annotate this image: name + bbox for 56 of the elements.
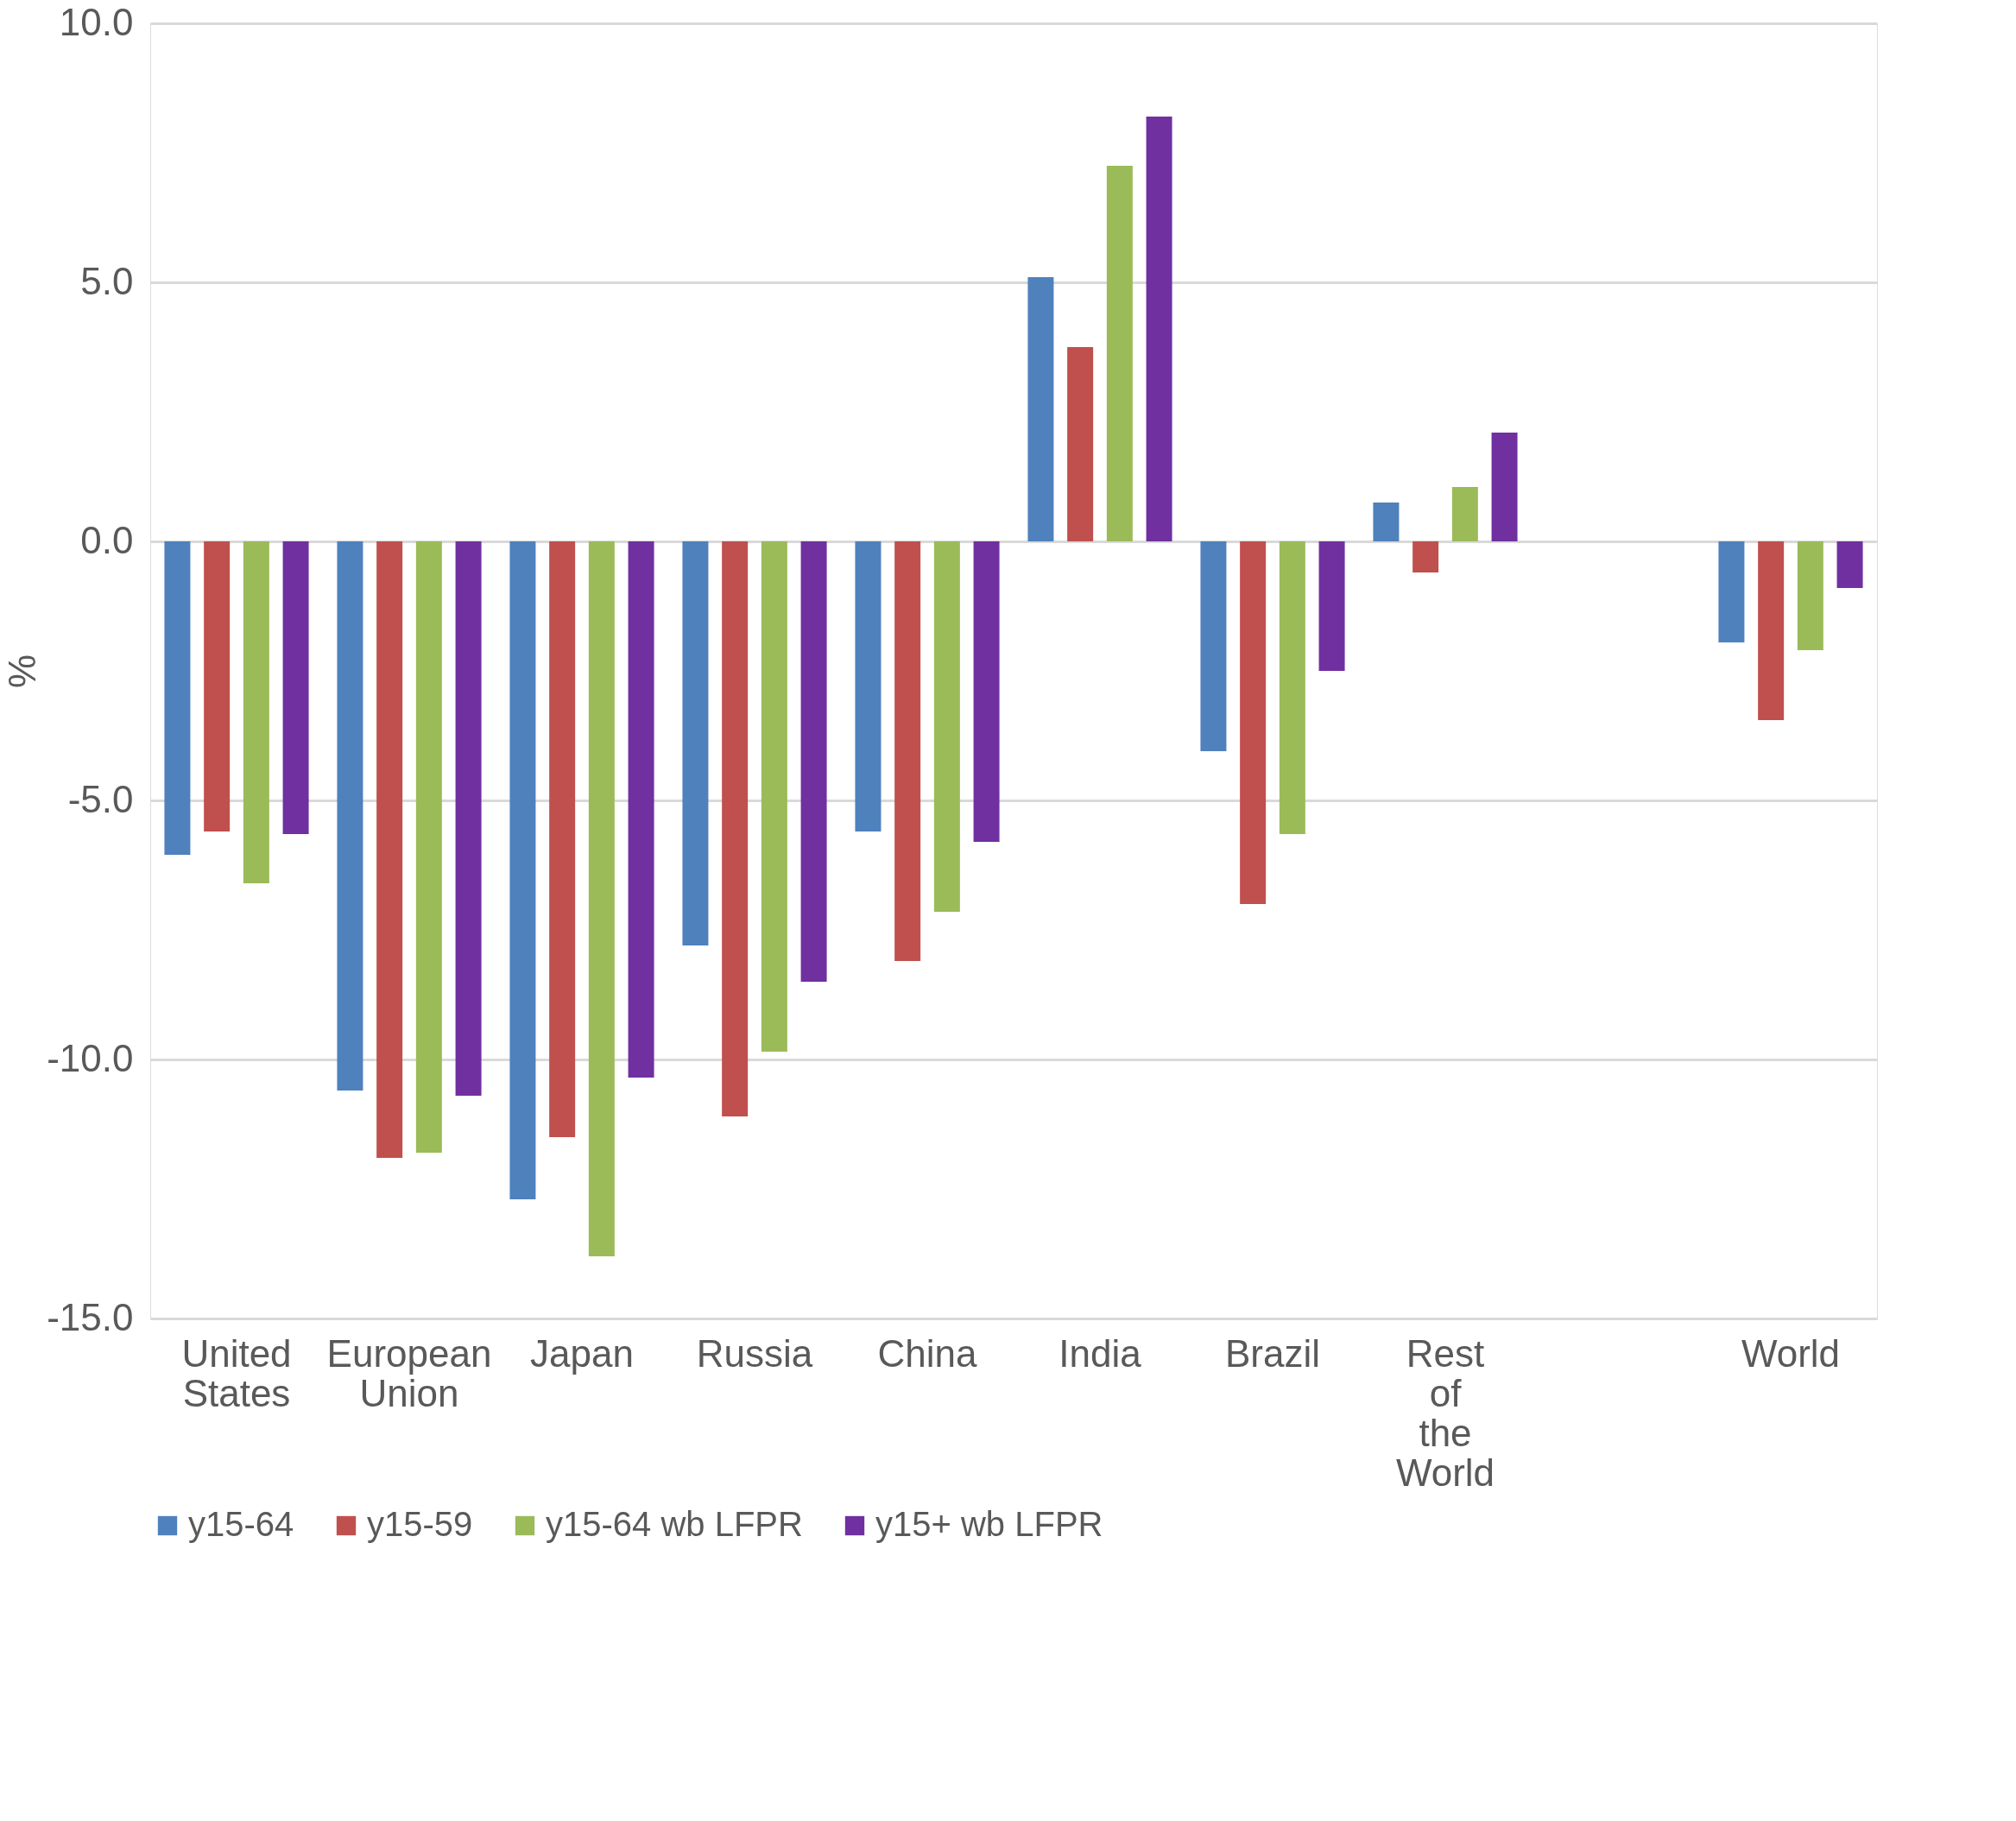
bar [243, 541, 269, 883]
bar [933, 541, 960, 912]
bar [455, 541, 482, 1096]
y-tick-label: -15.0 [47, 1295, 134, 1338]
bar [376, 541, 403, 1158]
legend-label: y15-59 [367, 1505, 473, 1543]
bar [1067, 347, 1094, 541]
bar [509, 541, 536, 1199]
bar [282, 541, 309, 834]
x-tick-label: India [1059, 1331, 1142, 1375]
bar [1451, 487, 1478, 541]
bar [1240, 541, 1267, 904]
bar [628, 541, 654, 1078]
bar [1279, 541, 1305, 834]
bar [164, 541, 191, 855]
y-tick-label: -10.0 [47, 1036, 134, 1079]
bar [855, 541, 882, 831]
x-tick-label: Russia [696, 1331, 813, 1375]
bar [1373, 503, 1400, 541]
x-tick-label: United States [181, 1331, 292, 1414]
bar [1836, 541, 1863, 588]
bar [1027, 277, 1054, 541]
x-tick-label: Brazil [1224, 1331, 1321, 1375]
y-axis-title: % [1, 654, 44, 689]
bar [415, 541, 442, 1153]
legend-label: y15-64 wb LFPR [546, 1505, 803, 1543]
y-tick-label: 5.0 [80, 259, 134, 302]
legend-label: y15+ wb LFPR [875, 1505, 1103, 1543]
x-tick-label: China [877, 1331, 978, 1375]
y-tick-label: 10.0 [59, 0, 134, 43]
x-tick-label: Japan [530, 1331, 634, 1375]
bar [549, 541, 576, 1137]
bar [1200, 541, 1227, 751]
y-tick-label: 0.0 [80, 518, 134, 561]
bar [1146, 117, 1172, 541]
bar [1106, 166, 1133, 541]
legend-label: y15-64 [188, 1505, 294, 1543]
bar [894, 541, 921, 961]
x-tick-label: European Union [326, 1331, 492, 1414]
bar [682, 541, 709, 945]
bar [761, 541, 787, 1052]
bar [588, 541, 615, 1256]
bar [1797, 541, 1823, 650]
y-tick-label: -5.0 [67, 777, 134, 820]
bar [204, 541, 231, 831]
x-tick-label: World [1741, 1331, 1841, 1375]
bar [1491, 433, 1518, 541]
bar [973, 541, 1000, 842]
x-tick-label: Rest of the World [1395, 1331, 1495, 1494]
bar [1718, 541, 1745, 642]
bar [800, 541, 827, 982]
bar [1318, 541, 1345, 671]
bar [1758, 541, 1785, 720]
bar [337, 541, 363, 1091]
bar [722, 541, 749, 1116]
bar [1412, 541, 1439, 572]
